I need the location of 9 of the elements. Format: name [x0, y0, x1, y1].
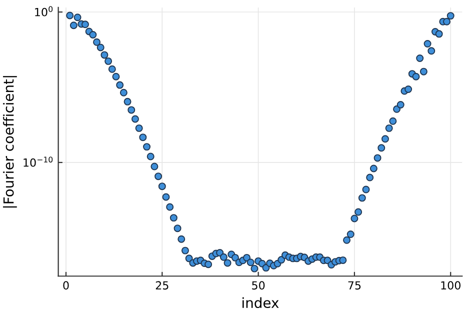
- x-axis-title: index: [242, 297, 279, 308]
- x-tick-label: 75: [348, 281, 361, 290]
- y-tick-label: 10$^{−10}$: [24, 156, 53, 167]
- x-tick-label: 50: [252, 281, 265, 290]
- x-tick-label: 100: [441, 281, 460, 290]
- y-tick-label: 10$^{0}$: [35, 6, 53, 16]
- x-tick-label: 25: [156, 281, 168, 290]
- x-tick-label: 0: [63, 281, 69, 290]
- y-axis-title: |Fourier coefficient|: [2, 76, 17, 208]
